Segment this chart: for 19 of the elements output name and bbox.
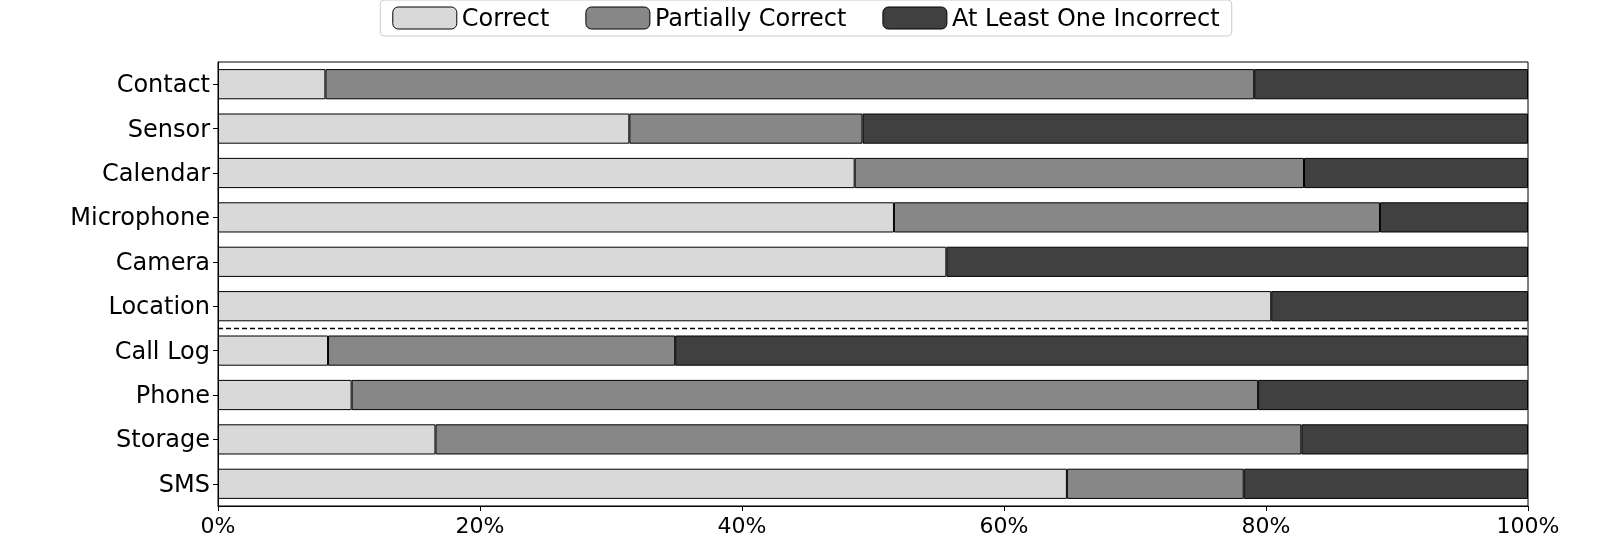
legend-label: At Least One Incorrect [951, 4, 1220, 32]
legend-label: Partially Correct [654, 4, 847, 32]
y-tick-label: Microphone [70, 203, 210, 232]
x-tick-label: 0% [200, 512, 236, 538]
y-tick-label: SMS [158, 469, 210, 498]
legend-label: Correct [461, 4, 550, 32]
x-tick-label: 80% [1241, 512, 1291, 538]
y-tick-label: Location [108, 292, 210, 321]
y-tick-label: Camera [115, 247, 210, 276]
y-tick-label: Storage [116, 425, 210, 454]
y-tick-label: Contact [116, 70, 210, 99]
y-tick-label: Sensor [127, 114, 211, 143]
x-tick-label: 100% [1496, 512, 1560, 538]
y-tick-label: Call Log [114, 336, 210, 365]
y-tick-label: Calendar [102, 159, 211, 187]
x-tick-label: 60% [979, 512, 1029, 538]
x-tick-label: 20% [455, 512, 505, 538]
y-tick-label: Phone [135, 381, 210, 409]
x-tick-label: 40% [717, 512, 767, 538]
